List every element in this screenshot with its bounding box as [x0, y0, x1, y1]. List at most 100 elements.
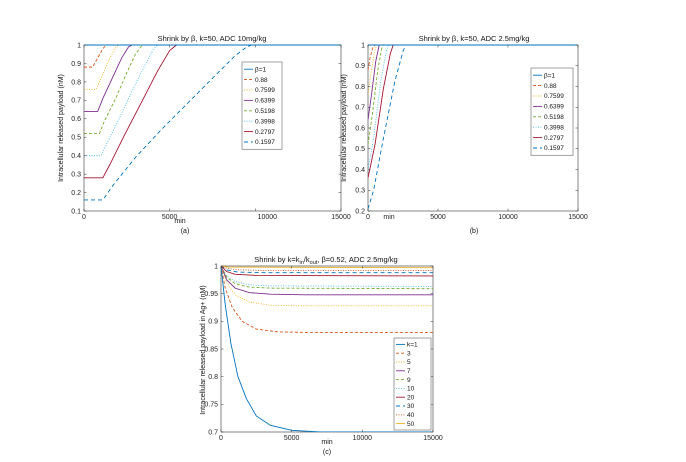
xtick-label: 15000	[423, 435, 443, 442]
chart-c-title-mid: /k	[304, 255, 310, 264]
xtick-label: 15000	[568, 214, 588, 221]
legend-label: 0.2797	[544, 135, 564, 142]
legend-label: 0.7599	[255, 87, 275, 94]
legend-label: 10	[407, 386, 415, 393]
extra-axis-label: 10000	[258, 214, 278, 221]
series-line-6	[221, 265, 433, 277]
chart-c-title-sub2: out	[310, 260, 318, 266]
ytick-label: 0.9	[208, 319, 218, 326]
legend-label: 0.88	[255, 77, 268, 84]
ytick-label: 0.1	[71, 208, 81, 215]
legend-label: 0.1597	[544, 145, 564, 152]
ytick-label: 0.9	[71, 61, 81, 68]
series-line-4	[368, 44, 578, 145]
ytick-label: 1	[361, 42, 365, 49]
xtick-label: 0	[366, 214, 370, 221]
chart-c-marks	[221, 265, 433, 432]
series-line-2	[221, 265, 433, 307]
chart-b-caption: (b)	[470, 228, 479, 235]
legend-label: 0.6399	[255, 98, 275, 105]
xtick-label: 10000	[353, 435, 373, 442]
chart-c-title: Shrink by k=kin/kout, β=0.52, ADC 2.5mg/…	[254, 255, 397, 266]
ytick-label: 0.75	[204, 402, 218, 409]
ytick-label: 0.2	[71, 190, 81, 197]
xtick-label: 0	[82, 214, 86, 221]
legend-label: 0.5198	[255, 108, 275, 115]
series-line-7	[221, 265, 433, 274]
ytick-label: 0.7	[208, 429, 218, 436]
chart-c-title-prefix: Shrink by k=k	[254, 255, 299, 264]
legend-label: 0.3998	[255, 118, 275, 125]
ytick-label: 0.5	[71, 135, 81, 142]
ytick-label: 0.4	[355, 167, 365, 174]
series-line-4	[221, 265, 433, 290]
legend-label: β=1	[255, 66, 267, 73]
chart-a-caption: (a)	[181, 228, 190, 235]
legend-label: 0.6399	[544, 104, 564, 111]
chart-a-frame	[83, 44, 342, 212]
chart-b-marks	[368, 44, 578, 210]
series-line-9	[221, 265, 433, 269]
series-line-1	[84, 44, 341, 68]
chart-c: Shrink by k=kin/kout, β=0.52, ADC 2.5mg/…	[200, 255, 443, 456]
series-line-7	[84, 44, 341, 201]
series-line-1	[221, 265, 433, 333]
chart-a-marks	[84, 44, 341, 201]
chart-a-legend: β=1 0.88 0.7599 0.6399 0.5198 0.3998 0.2797 0.1…	[241, 61, 283, 150]
chart-c-xlabel: min	[321, 439, 332, 446]
chart-c-ylabel: Intracellular released payload in Ag+ (n…	[200, 285, 207, 414]
ytick-label: 0.8	[208, 374, 218, 381]
chart-b-title: Shrink by β, k=50, ADC 2.5mg/kg	[419, 34, 530, 43]
extra-axis-label: min	[383, 214, 394, 221]
ytick-label: 0.4	[71, 153, 81, 160]
ytick-label: 0.8	[71, 79, 81, 86]
series-line-6	[84, 44, 341, 179]
xtick-label: 15000	[331, 214, 351, 221]
chart-b: Shrink by β, k=50, ADC 2.5mg/kg 0.20.30.…	[341, 34, 588, 235]
ytick-label: 0.85	[204, 346, 218, 353]
legend-label: 7	[407, 368, 411, 375]
chart-b-ticks: 0.2 0.3 0.4 0.5 0.6 0.7 0.8 0.9 1 0 5000 10000 15000…	[355, 42, 588, 221]
chart-c-title-suffix: , β=0.52, ADC 2.5mg/kg	[317, 255, 397, 264]
chart-c-title-sub1: in	[300, 260, 304, 266]
ytick-label: 0.2	[355, 208, 365, 215]
xtick-label: 0	[219, 435, 223, 442]
xtick-label: 5000	[430, 214, 446, 221]
ytick-label: 1	[214, 263, 218, 270]
xtick-label: 5000	[162, 214, 178, 221]
legend-label: 0.1597	[255, 139, 275, 146]
legend-label: k=1	[407, 342, 418, 349]
legend-box	[393, 337, 432, 431]
chart-b-legend: β=1 0.88 0.7599 0.6399 0.5198 0.3998 0.2797 0.1…	[530, 67, 574, 156]
series-line-4	[84, 44, 341, 134]
legend-label: 5	[407, 359, 411, 366]
legend-label: 0.7599	[544, 93, 564, 100]
chart-a-ticks: 0.1 0.2 0.3 0.4 0.5 0.6 0.7 0.8 0.9 1 0 5000 15000 10…	[71, 42, 351, 221]
legend-label: 50	[407, 421, 415, 428]
legend-label: 30	[407, 403, 415, 410]
ytick-label: 0.9	[355, 63, 365, 70]
legend-label: 0.5198	[544, 114, 564, 121]
ytick-label: 0.6	[71, 116, 81, 123]
ytick-label: 0.6	[355, 125, 365, 132]
legend-box	[241, 61, 283, 150]
chart-a-title: Shrink by β, k=50, ADC 10mg/kg	[158, 34, 267, 43]
series-line-3	[221, 265, 433, 296]
ytick-label: 0.5	[355, 146, 365, 153]
legend-label: 9	[407, 377, 411, 384]
legend-label: 40	[407, 412, 415, 419]
ytick-label: 0.7	[71, 98, 81, 105]
ytick-label: 0.3	[71, 172, 81, 179]
legend-label: 0.2797	[255, 129, 275, 136]
ytick-label: 0.7	[355, 105, 365, 112]
legend-label: 0.3998	[544, 124, 564, 131]
chart-c-caption: (c)	[323, 449, 331, 456]
chart-a: Shrink by β, k=50, ADC 10mg/kg 0.1 0.2 0.3…	[58, 34, 351, 235]
ytick-label: 0.95	[204, 291, 218, 298]
legend-box	[530, 67, 574, 156]
chart-a-ylabel: Intracellular released payload (nM)	[58, 74, 65, 182]
legend-label: β=1	[544, 72, 556, 79]
legend-label: 0.88	[544, 83, 557, 90]
